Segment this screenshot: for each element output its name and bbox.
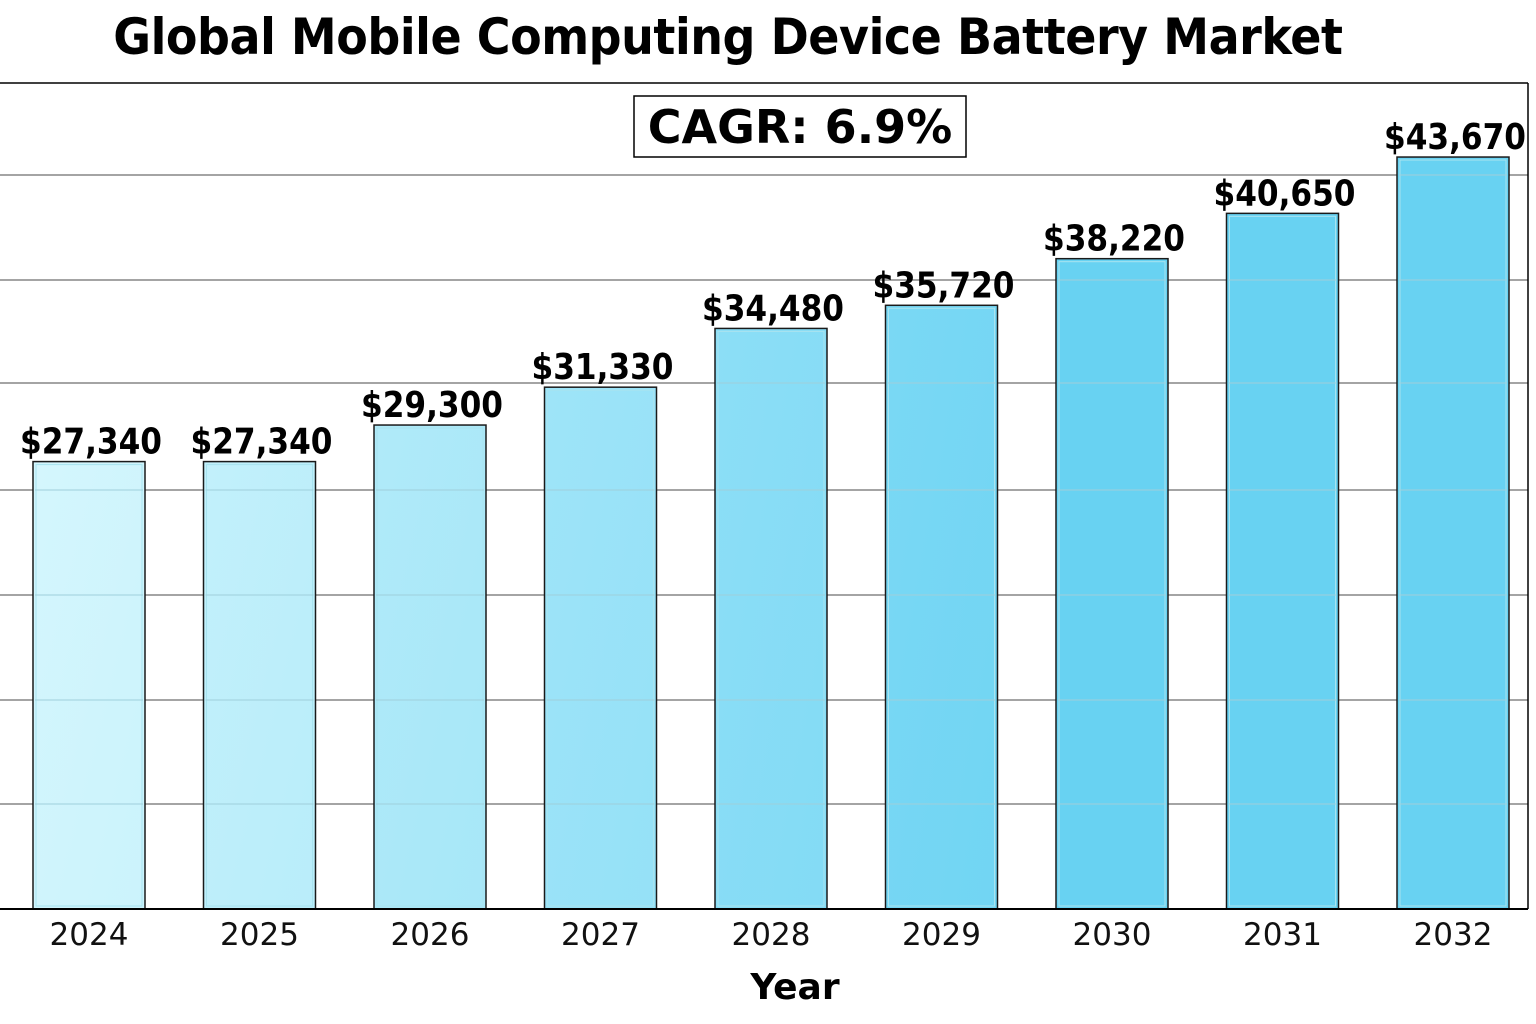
- x-tick-labels: 2024 2025 2026 2027 2028 2029 2030 2031 2032: [50, 917, 1493, 953]
- cagr-annotation: CAGR: 6.9%: [633, 95, 967, 158]
- bar-highlight: [376, 427, 484, 907]
- chart-title: Global Mobile Computing Device Battery M…: [113, 8, 1343, 66]
- bar-2032: [1396, 156, 1510, 910]
- x-tick-label: 2032: [1414, 917, 1493, 953]
- bar-2025: [202, 460, 317, 910]
- bar-highlight: [1399, 159, 1507, 907]
- bar-2028: [714, 327, 828, 910]
- x-axis-title: Year: [749, 967, 839, 1008]
- x-tick-label: 2028: [732, 917, 811, 953]
- bar-2024: [32, 460, 146, 910]
- bar-2031: [1225, 212, 1340, 910]
- bar-highlight: [35, 464, 143, 907]
- x-tick-label: 2029: [902, 917, 981, 953]
- bar-value-labels: $27,340 $27,340 $29,300 $31,330 $34,480 $35,7…: [20, 117, 1526, 463]
- bar-value-label: $27,340: [191, 422, 333, 463]
- x-tick-label: 2030: [1073, 917, 1152, 953]
- bar-value-label: $35,720: [873, 265, 1015, 306]
- bar-2027: [543, 386, 658, 910]
- bar-value-label: $40,650: [1214, 173, 1356, 214]
- bars: [32, 156, 1510, 910]
- bar-value-label: $34,480: [702, 288, 844, 329]
- x-tick-label: 2027: [561, 917, 640, 953]
- bar-value-label: $27,340: [20, 422, 162, 463]
- bar-highlight: [1058, 261, 1166, 907]
- bar-highlight: [206, 464, 313, 907]
- bar-highlight: [717, 330, 825, 907]
- bar-2029: [884, 304, 999, 910]
- bar-2030: [1055, 257, 1169, 910]
- cagr-box: [633, 95, 967, 158]
- bar-value-label: $29,300: [361, 385, 503, 426]
- cagr-text: CAGR: 6.9%: [648, 100, 953, 154]
- bar-value-label: $43,670: [1384, 117, 1526, 158]
- bar-highlight: [547, 389, 654, 907]
- bar-2026: [373, 424, 487, 910]
- bar-highlight: [888, 307, 995, 907]
- bar-highlight: [1229, 215, 1336, 907]
- bar-value-label: $38,220: [1043, 219, 1185, 260]
- x-tick-label: 2031: [1243, 917, 1322, 953]
- bar-value-label: $31,330: [532, 347, 674, 388]
- x-tick-label: 2024: [50, 917, 129, 953]
- x-tick-label: 2026: [391, 917, 470, 953]
- x-tick-label: 2025: [220, 917, 299, 953]
